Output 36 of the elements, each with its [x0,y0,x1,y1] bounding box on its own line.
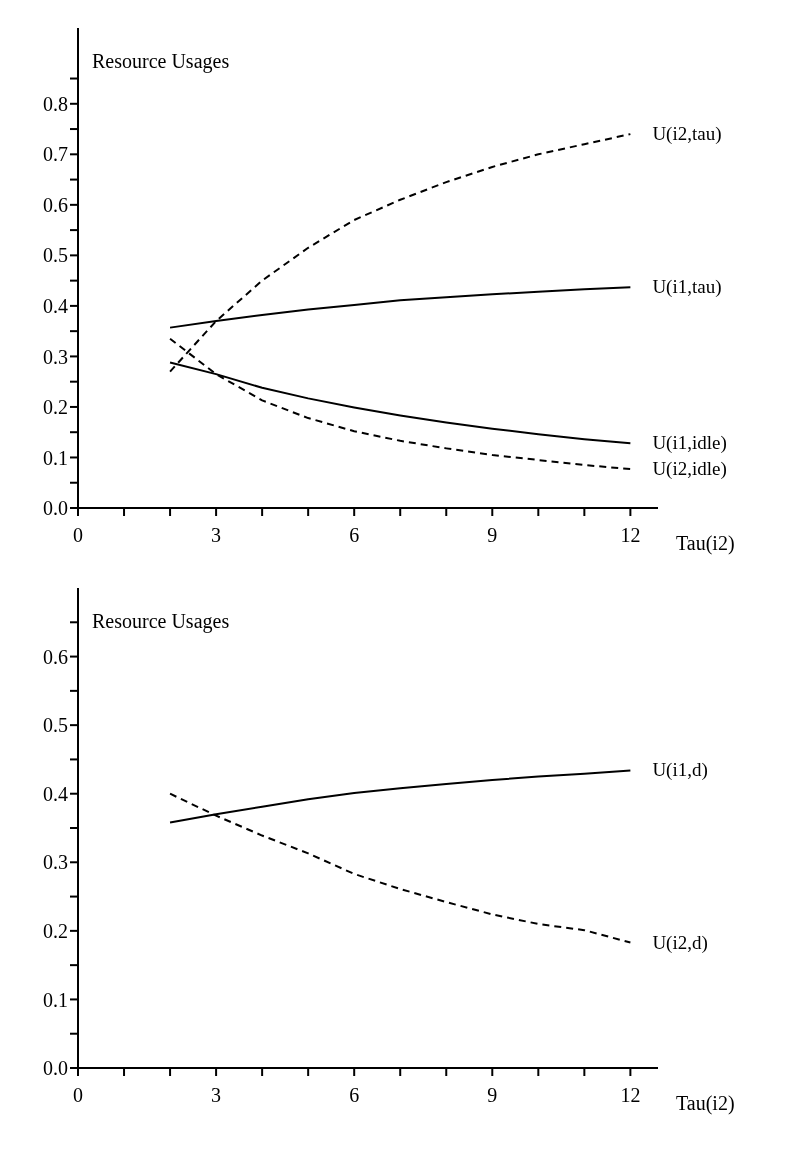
y-tick-label: 0.6 [43,193,68,216]
x-tick-label: 9 [487,524,498,547]
x-tick-label: 12 [620,524,641,547]
series-label: U(i2,d) [652,931,708,954]
x-axis-title: Tau(i2) [676,532,735,555]
x-tick-label: 0 [73,1084,83,1107]
y-tick-label: 0.8 [43,92,68,115]
y-tick-label: 0.5 [43,714,68,737]
y-tick-label: 0.6 [43,645,68,668]
x-tick-label: 6 [349,524,360,547]
y-tick-label: 0.0 [43,1057,68,1080]
y-axis-title: Resource Usages [92,50,230,73]
series-label: U(i2,idle) [652,458,727,481]
y-tick-label: 0.7 [43,143,68,166]
series-label: U(i1,d) [652,759,708,782]
y-tick-label: 0.1 [43,446,68,469]
y-tick-label: 0.4 [43,294,68,317]
y-tick-label: 0.1 [43,988,68,1011]
series-label: U(i2,tau) [652,123,722,146]
y-tick-label: 0.5 [43,244,68,267]
y-axis-title: Resource Usages [92,610,230,633]
y-tick-label: 0.3 [43,345,68,368]
y-tick-label: 0.4 [43,782,68,805]
x-tick-label: 3 [211,1084,222,1107]
x-axis-title: Tau(i2) [676,1092,735,1115]
y-tick-label: 0.3 [43,851,68,874]
x-tick-label: 3 [211,524,222,547]
x-tick-label: 6 [349,1084,360,1107]
y-tick-label: 0.2 [43,396,68,419]
series-label: U(i1,idle) [652,432,727,455]
y-tick-label: 0.0 [43,497,68,520]
x-tick-label: 12 [620,1084,641,1107]
series-label: U(i1,tau) [652,276,722,299]
x-tick-label: 0 [73,524,83,547]
x-tick-label: 9 [487,1084,498,1107]
y-tick-label: 0.2 [43,919,68,942]
